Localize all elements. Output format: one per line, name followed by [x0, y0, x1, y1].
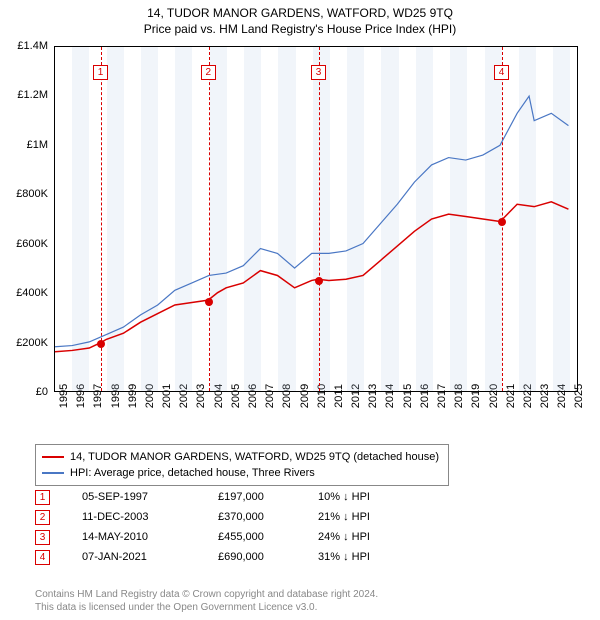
title-line-subtitle: Price paid vs. HM Land Registry's House …	[0, 22, 600, 36]
legend-swatch-hpi	[42, 472, 64, 474]
marker-dot	[205, 298, 213, 306]
marker-table-number: 3	[35, 530, 50, 545]
marker-box: 4	[494, 65, 509, 80]
legend-swatch-price-paid	[42, 456, 64, 458]
marker-table-number: 4	[35, 550, 50, 565]
marker-table-pct: 24% ↓ HPI	[318, 531, 418, 543]
marker-dot	[498, 218, 506, 226]
marker-table-number: 1	[35, 490, 50, 505]
legend-label-hpi: HPI: Average price, detached house, Thre…	[70, 467, 315, 479]
marker-table-date: 05-SEP-1997	[82, 491, 218, 503]
marker-table-price: £455,000	[218, 531, 318, 543]
plot-area: 1 2 3 4	[54, 46, 578, 392]
y-tick-label: £200K	[16, 337, 48, 349]
marker-table-number: 2	[35, 510, 50, 525]
y-tick-label: £400K	[16, 287, 48, 299]
marker-box: 2	[201, 65, 216, 80]
marker-table-pct: 21% ↓ HPI	[318, 511, 418, 523]
marker-table-date: 11-DEC-2003	[82, 511, 218, 523]
y-tick-label: £1M	[27, 139, 48, 151]
credits-line1: Contains HM Land Registry data © Crown c…	[35, 588, 378, 601]
marker-table-row: 3 14-MAY-2010£455,00024% ↓ HPI	[35, 527, 418, 547]
marker-table-pct: 10% ↓ HPI	[318, 491, 418, 503]
credits: Contains HM Land Registry data © Crown c…	[35, 588, 378, 614]
marker-dot	[97, 340, 105, 348]
marker-table-row: 1 05-SEP-1997£197,00010% ↓ HPI	[35, 487, 418, 507]
marker-dot	[315, 277, 323, 285]
marker-table: 1 05-SEP-1997£197,00010% ↓ HPI 2 11-DEC-200…	[35, 487, 418, 567]
legend: 14, TUDOR MANOR GARDENS, WATFORD, WD25 9…	[35, 444, 449, 486]
marker-table-row: 2 11-DEC-2003£370,00021% ↓ HPI	[35, 507, 418, 527]
chart-title: 14, TUDOR MANOR GARDENS, WATFORD, WD25 9…	[0, 0, 600, 36]
marker-box: 1	[93, 65, 108, 80]
y-tick-label: £600K	[16, 238, 48, 250]
legend-label-price-paid: 14, TUDOR MANOR GARDENS, WATFORD, WD25 9…	[70, 451, 439, 463]
series-hpi	[55, 96, 568, 347]
marker-table-date: 14-MAY-2010	[82, 531, 218, 543]
marker-table-price: £690,000	[218, 551, 318, 563]
y-tick-label: £800K	[16, 188, 48, 200]
series-price_paid	[55, 202, 568, 352]
marker-table-price: £197,000	[218, 491, 318, 503]
marker-table-price: £370,000	[218, 511, 318, 523]
chart-container: 14, TUDOR MANOR GARDENS, WATFORD, WD25 9…	[0, 0, 600, 620]
marker-box: 3	[311, 65, 326, 80]
y-tick-label: £1.4M	[17, 40, 48, 52]
legend-item-hpi: HPI: Average price, detached house, Thre…	[42, 465, 442, 481]
title-line-address: 14, TUDOR MANOR GARDENS, WATFORD, WD25 9…	[0, 6, 600, 20]
y-tick-label: £0	[36, 386, 48, 398]
marker-table-date: 07-JAN-2021	[82, 551, 218, 563]
marker-table-row: 4 07-JAN-2021£690,00031% ↓ HPI	[35, 547, 418, 567]
legend-item-price-paid: 14, TUDOR MANOR GARDENS, WATFORD, WD25 9…	[42, 449, 442, 465]
credits-line2: This data is licensed under the Open Gov…	[35, 601, 378, 614]
y-tick-label: £1.2M	[17, 89, 48, 101]
marker-table-pct: 31% ↓ HPI	[318, 551, 418, 563]
